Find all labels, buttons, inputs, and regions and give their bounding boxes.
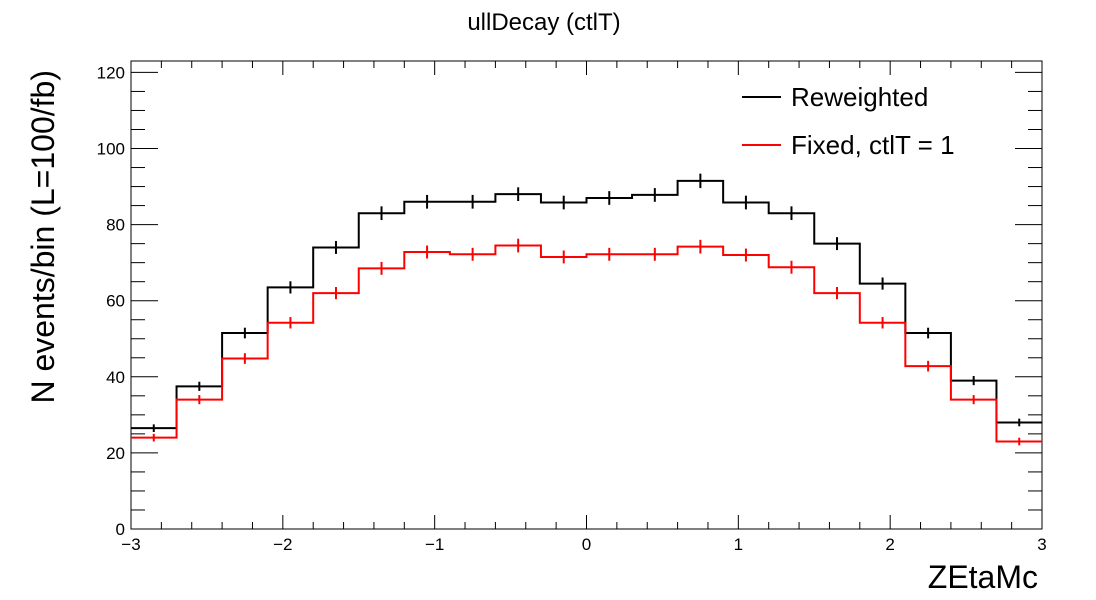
x-tick-label: 2: [885, 535, 894, 554]
y-tick-label: 60: [106, 292, 125, 311]
legend-label-fixed: Fixed, ctlT = 1: [791, 130, 955, 160]
chart-title: ullDecay (ctlT): [467, 9, 620, 36]
x-tick-label: 1: [734, 535, 743, 554]
y-tick-label: 20: [106, 444, 125, 463]
series-layer: [131, 173, 1042, 446]
y-axis-ticks: 0 20 40 60 80 100 120: [97, 63, 1042, 539]
y-tick-label: 100: [97, 140, 125, 159]
x-tick-label: 0: [582, 535, 591, 554]
y-axis-label: N events/bin (L=100/fb): [25, 70, 61, 404]
x-tick-label: −3: [121, 535, 140, 554]
y-tick-label: 0: [116, 520, 125, 539]
x-tick-label: −2: [273, 535, 292, 554]
y-tick-label: 80: [106, 216, 125, 235]
legend: Reweighted Fixed, ctlT = 1: [742, 82, 955, 160]
x-tick-label: 3: [1037, 535, 1046, 554]
y-tick-label: 40: [106, 368, 125, 387]
series-line-fixed-ctlt-1: [131, 244, 1042, 443]
y-tick-label: 120: [97, 63, 125, 82]
legend-label-reweighted: Reweighted: [791, 82, 928, 112]
x-axis-ticks: −3 −2 −1 0 1 2 3: [121, 61, 1047, 554]
series-line-reweighted: [131, 179, 1042, 430]
x-axis-label: ZEtaMc: [928, 559, 1038, 595]
x-tick-label: −1: [425, 535, 444, 554]
